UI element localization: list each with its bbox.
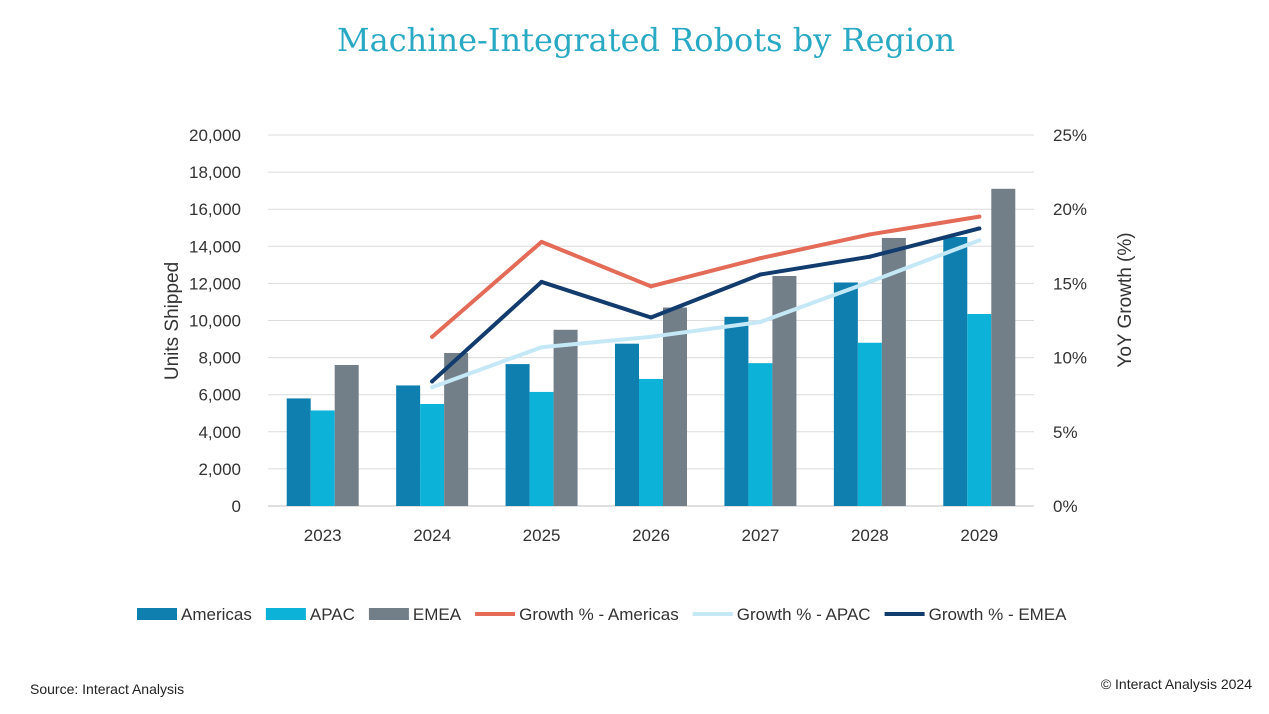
- x-tick-label: 2029: [960, 526, 998, 545]
- x-axis: 2023 2024 2025 2026 2027 2028 2029: [304, 526, 998, 545]
- point-growth-apac: [867, 279, 872, 284]
- point-growth-apac: [977, 238, 982, 243]
- line-growth-apac: [430, 238, 982, 390]
- x-tick-label: 2025: [523, 526, 561, 545]
- point-growth-emea: [758, 272, 763, 277]
- legend-label-growth-apac: Growth % - APAC: [737, 605, 871, 624]
- x-tick-label: 2023: [304, 526, 342, 545]
- line-growth-emea: [430, 226, 982, 384]
- y2-tick-label: 15%: [1053, 274, 1087, 293]
- point-growth-emea: [867, 254, 872, 259]
- y-tick-label: 16,000: [189, 200, 241, 219]
- point-growth-americas: [977, 214, 982, 219]
- y-tick-label: 12,000: [189, 274, 241, 293]
- line-growth-americas: [430, 214, 982, 339]
- bar-apac: [967, 314, 992, 506]
- y2-tick-label: 10%: [1053, 349, 1087, 368]
- bar-americas: [396, 385, 421, 506]
- point-growth-apac: [649, 334, 653, 339]
- point-growth-emea: [539, 279, 544, 284]
- point-growth-americas: [867, 232, 872, 237]
- bar-emea: [334, 365, 359, 506]
- x-tick-label: 2027: [742, 526, 780, 545]
- point-growth-emea: [430, 379, 435, 384]
- chart-title: Machine-Integrated Robots by Region: [337, 21, 955, 59]
- y-tick-label: 2,000: [198, 460, 241, 479]
- y-tick-label: 10,000: [189, 312, 241, 331]
- point-growth-emea: [977, 226, 982, 231]
- legend-swatch-emea: [368, 608, 409, 620]
- y-tick-label: 14,000: [189, 237, 241, 256]
- point-growth-americas: [430, 334, 435, 339]
- x-tick-label: 2028: [851, 526, 889, 545]
- bars: [286, 188, 1016, 507]
- point-growth-emea: [649, 315, 653, 320]
- y-axis-left: 0 2,000 4,000 6,000 8,000 10,000 12,000 14,000 1…: [189, 126, 241, 516]
- x-tick-label: 2024: [413, 526, 451, 545]
- y-tick-label: 4,000: [198, 423, 241, 442]
- bar-apac: [857, 342, 882, 506]
- y2-tick-label: 0%: [1053, 497, 1078, 516]
- legend-swatch-americas: [137, 608, 177, 620]
- point-growth-apac: [430, 385, 435, 390]
- y2-tick-label: 20%: [1053, 200, 1087, 219]
- bar-emea: [991, 188, 1016, 507]
- legend-label-emea: EMEA: [413, 605, 462, 624]
- legend-label-growth-emea: Growth % - EMEA: [929, 605, 1068, 624]
- y-axis-label: Units Shipped: [162, 262, 183, 380]
- x-tick-label: 2026: [632, 526, 670, 545]
- point-growth-apac: [539, 345, 544, 350]
- bar-americas: [724, 316, 749, 506]
- legend-label-americas: Americas: [181, 605, 252, 624]
- point-growth-apac: [758, 319, 763, 324]
- point-growth-americas: [758, 256, 763, 261]
- y2-axis-label: YoY Growth (%): [1115, 232, 1136, 367]
- bar-apac: [529, 391, 554, 506]
- bar-emea: [553, 329, 578, 506]
- bar-apac: [310, 410, 335, 506]
- bar-apac: [639, 378, 663, 506]
- bar-emea: [663, 307, 687, 506]
- y2-tick-label: 5%: [1053, 423, 1078, 442]
- y2-tick-label: 25%: [1053, 126, 1087, 145]
- point-growth-americas: [649, 284, 653, 289]
- bar-emea: [881, 237, 906, 506]
- y-tick-label: 6,000: [198, 386, 241, 405]
- bar-apac: [420, 403, 445, 506]
- y-tick-label: 18,000: [189, 163, 241, 182]
- y-tick-label: 20,000: [189, 126, 241, 145]
- y-axis-right: 0% 5% 10% 15% 20% 25%: [1053, 126, 1087, 516]
- y-tick-label: 8,000: [198, 349, 241, 368]
- legend-label-growth-americas: Growth % - Americas: [519, 605, 679, 624]
- legend: Americas APAC EMEA Growth % - Americas Growt…: [137, 605, 1067, 624]
- legend-swatch-apac: [265, 608, 306, 620]
- bar-americas: [833, 282, 858, 506]
- bar-americas: [286, 398, 311, 506]
- bar-apac: [748, 363, 773, 506]
- point-growth-americas: [539, 239, 544, 244]
- legend-label-apac: APAC: [310, 605, 355, 624]
- gridlines: [268, 134, 1034, 507]
- bar-americas: [943, 237, 968, 506]
- bar-americas: [615, 343, 639, 506]
- growth-lines: [430, 214, 982, 390]
- source-note: Source: Interact Analysis: [30, 681, 184, 697]
- bar-americas: [505, 364, 530, 506]
- y-tick-label: 0: [232, 497, 241, 516]
- copyright-note: © Interact Analysis 2024: [1101, 676, 1252, 692]
